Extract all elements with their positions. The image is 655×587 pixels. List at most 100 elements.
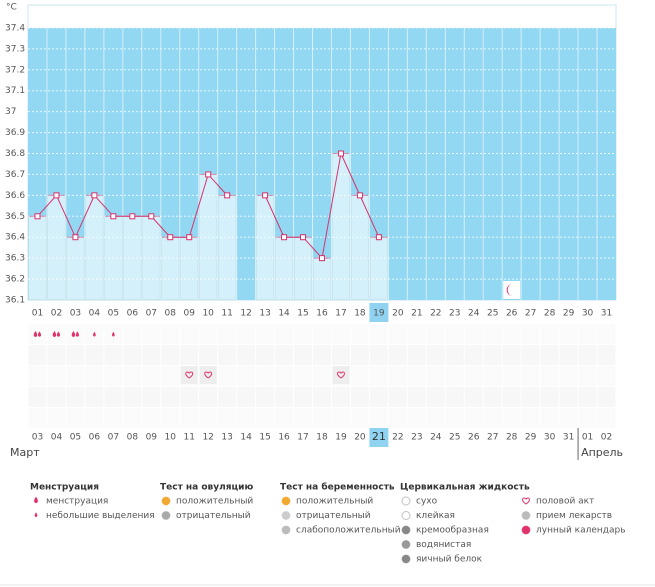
intercourse-mark [204,371,213,379]
point [129,213,136,220]
bar [274,236,294,301]
grid-cell [388,408,407,428]
grid-cell [123,345,142,365]
date-label: 29 [525,433,537,443]
legend-item: лунный календарь [536,526,626,536]
grid-cell [180,387,199,407]
grid-cell [66,387,85,407]
grid-cell [161,324,180,344]
grid-cell [180,324,199,344]
bar [65,236,85,301]
grid-cell [578,345,597,365]
grid-cell [388,387,407,407]
date-label: 17 [297,433,308,443]
grid-cell [483,345,502,365]
grid-cell [388,324,407,344]
bar [255,194,275,301]
grid-cell [142,345,161,365]
y-tick-label: 36.7 [5,170,25,180]
grid-cell [521,387,540,407]
heart-cell [180,366,198,384]
x-tick-label: 25 [487,309,498,319]
x-tick-label: 03 [70,309,81,319]
grid-cell [559,345,578,365]
grid-cell [28,387,47,407]
point [224,192,231,199]
y-tick-label: 36.1 [5,296,25,306]
x-tick-label: 11 [221,309,232,319]
legend-icon [522,497,530,505]
grid-cell [445,387,464,407]
grid-cell [331,387,350,407]
grid-cell [85,408,104,428]
point [186,234,193,241]
heart-cell [332,366,350,384]
point [34,213,41,220]
grid-cell [28,345,47,365]
grid-cell [199,408,218,428]
x-tick-label: 29 [563,309,575,319]
grid-cell [426,408,445,428]
grid-cell [313,366,331,386]
grid-cell [47,408,66,428]
grid-cell [66,408,85,428]
drop-icon [34,512,38,518]
grid-cell [559,366,578,386]
grid-cell [47,387,66,407]
x-tick-label: 22 [430,309,441,319]
grid-cell [521,366,540,386]
grid-cell [369,408,388,428]
date-label: 03 [32,433,43,443]
date-label: 16 [278,433,290,443]
x-tick-label: 13 [259,309,270,319]
grid-cell [47,324,66,344]
grid-cell [597,345,616,365]
grid-cell [256,408,275,428]
grid-cell [331,345,350,365]
intercourse-mark [337,371,345,379]
grid-cell [578,408,597,428]
y-tick-label: 36.6 [5,191,25,201]
grid-cell [313,324,331,344]
drop-icon [75,331,79,337]
legend-item: слабоположительный [296,526,401,536]
grid-cell [540,345,559,365]
x-tick-label: 19 [373,309,385,319]
drop-icon [56,331,61,337]
grid-cell [350,345,369,365]
intercourse-mark [185,371,194,379]
grid-cell [199,324,218,344]
month-label: Апрель [581,446,623,459]
grid-cell [445,324,464,344]
date-label: 15 [259,433,270,443]
date-label: 20 [354,433,366,443]
legend-icon [281,496,291,506]
bar [84,194,104,301]
grid-cell [559,387,578,407]
grid-cell [464,324,483,344]
bar [160,236,180,301]
lunar-cell [503,281,521,299]
y-tick-label: 37.3 [5,44,25,54]
day-highlight [369,303,389,322]
point [148,213,155,220]
grid-cell [294,345,313,365]
legend-icon [161,496,171,506]
date-label: 28 [506,433,518,443]
grid-cell [66,324,85,344]
grid-cell [502,387,521,407]
grid-cell [66,366,85,386]
y-tick-label: 37.4 [5,23,25,33]
point [375,234,382,241]
grid-cell [275,408,294,428]
grid-cell [161,387,180,407]
bar [293,236,313,301]
grid-cell [237,408,256,428]
bar [331,153,351,301]
grid-cell [426,387,445,407]
grid-cell [294,387,313,407]
grid-cell [142,387,161,407]
point [91,192,98,199]
grid-cell [521,324,540,344]
